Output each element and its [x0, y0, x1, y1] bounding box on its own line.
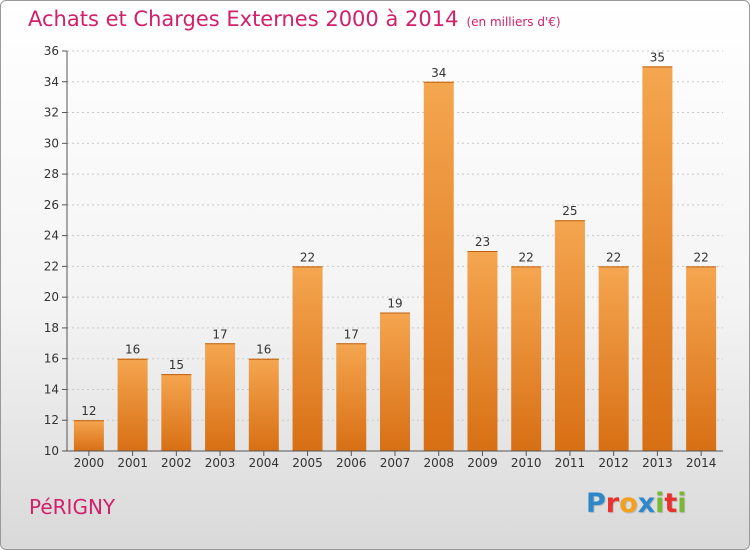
x-tick-label: 2004: [249, 456, 280, 470]
x-tick-label: 2013: [642, 456, 673, 470]
data-label: 35: [650, 50, 665, 64]
data-label: 22: [300, 250, 315, 264]
logo-letter: x: [637, 488, 656, 519]
bar-2003: [205, 343, 236, 451]
data-label: 17: [212, 327, 227, 341]
bar-2001: [117, 358, 148, 451]
x-tick-label: 2001: [117, 456, 148, 470]
x-tick-label: 2009: [467, 456, 498, 470]
data-label: 22: [606, 250, 621, 264]
y-tick-label: 14: [44, 382, 59, 396]
logo-letter: t: [664, 488, 678, 519]
y-tick-label: 18: [44, 321, 59, 335]
y-tick-label: 12: [44, 413, 59, 427]
logo-letter: P: [586, 488, 606, 519]
data-label: 15: [169, 358, 184, 372]
data-label: 19: [387, 297, 402, 311]
data-label: 23: [475, 235, 490, 249]
proxiti-logo: Proxiti: [586, 488, 687, 519]
x-tick-label: 2003: [205, 456, 236, 470]
x-tick-label: 2005: [292, 456, 323, 470]
logo-letter: r: [605, 488, 620, 519]
bar-2008: [423, 81, 454, 452]
label-layer: 12 16 15 17 16 22 17 19 34 23 22 25 22 35 22: [81, 50, 709, 418]
x-tick-label: 2008: [423, 456, 454, 470]
data-label: 16: [125, 343, 140, 357]
chart-unit: (en milliers d'€): [466, 15, 561, 29]
data-label: 22: [519, 250, 534, 264]
data-label: 25: [562, 204, 577, 218]
bar-2007: [380, 312, 410, 451]
bar-2011: [554, 220, 585, 451]
y-tick-label: 20: [44, 290, 59, 304]
x-tick-label: 2006: [336, 456, 367, 470]
bar-2006: [336, 343, 367, 451]
y-tick-label: 32: [44, 106, 59, 120]
x-tick-label: 2007: [380, 456, 411, 470]
bar-2012: [598, 266, 629, 451]
bar-layer: [73, 66, 717, 452]
x-tick-label: 2014: [686, 456, 717, 470]
x-tick-label: 2000: [74, 456, 105, 470]
logo-letter: i: [677, 488, 687, 519]
y-tick-label: 30: [44, 136, 59, 150]
y-tick-label: 26: [44, 198, 59, 212]
bar-2000: [73, 420, 104, 451]
y-tick-label: 10: [44, 444, 59, 458]
x-tick-label: 2010: [511, 456, 542, 470]
y-tick-label: 28: [44, 167, 59, 181]
axis-layer: 10 12 14 16 18 20 22 24 26 28 30 32 34 36 2000 2001 2002…: [44, 44, 723, 470]
data-label: 17: [344, 327, 359, 341]
data-label: 34: [431, 66, 446, 80]
bar-2005: [292, 266, 323, 451]
bar-2014: [686, 266, 717, 451]
data-label: 12: [81, 404, 96, 418]
x-tick-label: 2012: [598, 456, 629, 470]
logo-letter: i: [655, 488, 665, 519]
data-label: 22: [693, 250, 708, 264]
logo-letter: o: [619, 488, 638, 519]
y-tick-label: 36: [44, 44, 59, 58]
bar-2009: [467, 251, 498, 451]
y-tick-label: 24: [44, 229, 59, 243]
chart-title-text: Achats et Charges Externes 2000 à 2014: [28, 7, 459, 31]
town-name: PéRIGNY: [29, 495, 116, 519]
chart-title: Achats et Charges Externes 2000 à 2014 (e…: [28, 7, 561, 31]
x-tick-label: 2011: [555, 456, 586, 470]
y-tick-label: 16: [44, 352, 59, 366]
x-tick-label: 2002: [161, 456, 192, 470]
bar-2013: [642, 66, 673, 451]
bar-2010: [511, 266, 542, 451]
data-label: 16: [256, 343, 271, 357]
bar-2004: [248, 358, 279, 451]
y-tick-label: 22: [44, 259, 59, 273]
bar-2002: [161, 374, 192, 451]
y-tick-label: 34: [44, 75, 59, 89]
